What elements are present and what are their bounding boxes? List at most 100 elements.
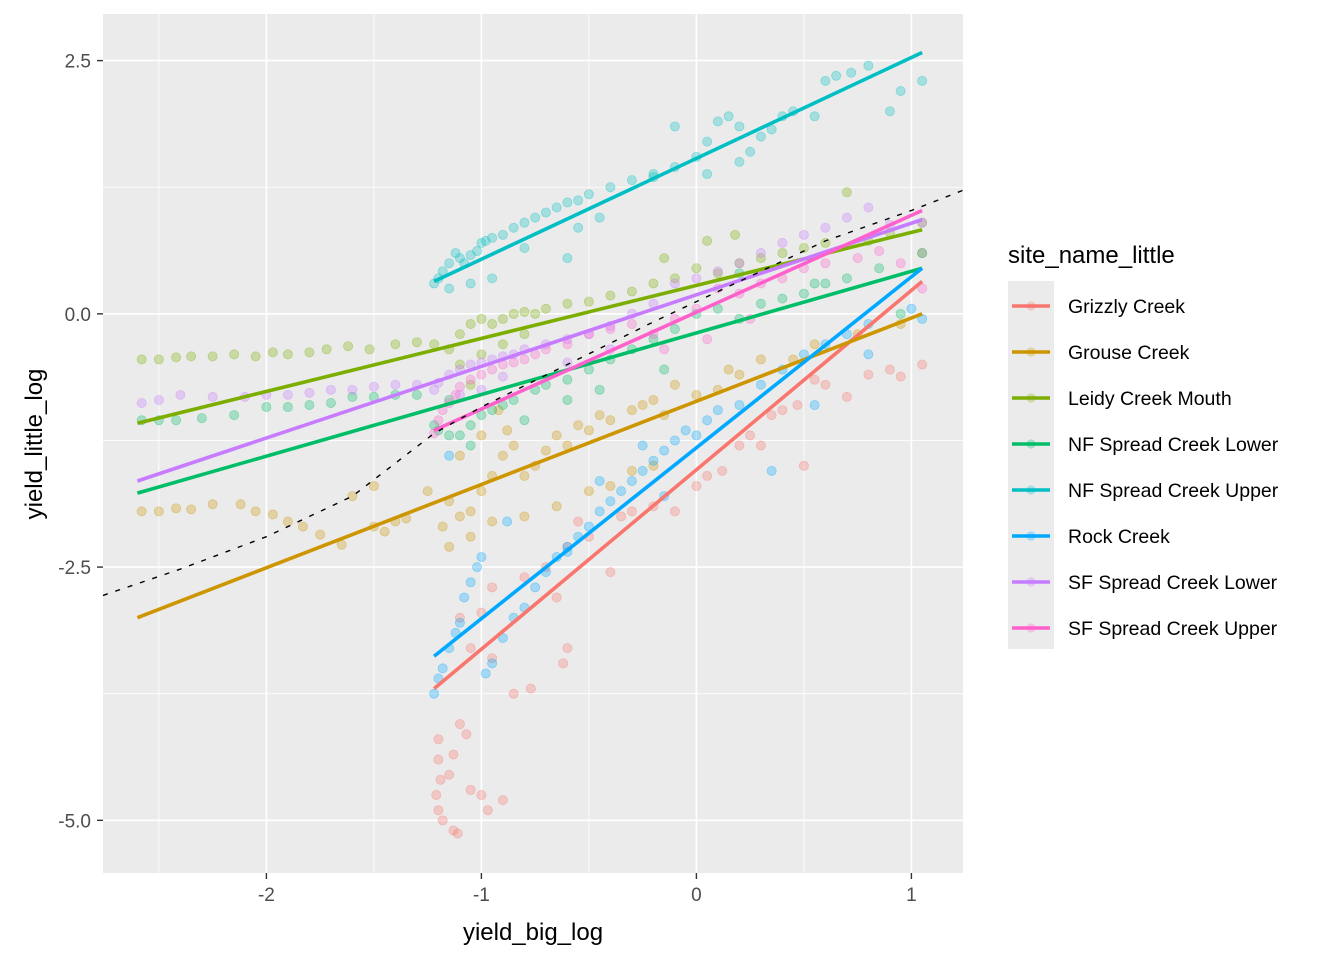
legend-key-background — [1008, 281, 1054, 649]
data-point — [390, 379, 401, 390]
data-point — [755, 379, 766, 390]
data-point — [454, 359, 465, 370]
data-point — [558, 658, 569, 669]
data-point — [573, 222, 584, 233]
data-point — [304, 400, 315, 411]
data-point — [282, 389, 293, 400]
data-point — [562, 394, 573, 405]
data-point — [422, 486, 433, 497]
data-point — [250, 506, 261, 517]
data-point — [712, 116, 723, 127]
data-point — [730, 229, 741, 240]
data-point — [809, 339, 820, 350]
legend-item: NF Spread Creek Lower — [1012, 434, 1279, 456]
data-point — [454, 450, 465, 461]
data-point — [755, 440, 766, 451]
legend-key-point — [1026, 301, 1036, 311]
data-point — [841, 187, 852, 198]
legend-item: Grouse Creek — [1012, 342, 1190, 364]
legend-key-point — [1026, 623, 1036, 633]
data-point — [465, 784, 476, 795]
data-point — [573, 420, 584, 431]
data-point — [669, 506, 680, 517]
fit-line — [432, 266, 924, 658]
data-point — [792, 400, 803, 411]
data-point — [562, 643, 573, 654]
data-point — [476, 790, 487, 801]
data-point — [605, 567, 616, 578]
data-point — [917, 359, 928, 370]
fit-line — [433, 208, 923, 432]
data-point — [669, 435, 680, 446]
y-tick-label: -2.5 — [58, 558, 91, 579]
plot-panel — [103, 14, 963, 873]
data-point — [723, 364, 734, 375]
data-point — [702, 334, 713, 345]
reference-smooth-line — [102, 189, 964, 597]
data-point — [540, 445, 551, 456]
data-point — [691, 273, 702, 284]
data-point — [465, 379, 476, 390]
data-point — [573, 195, 584, 206]
data-point — [196, 413, 207, 424]
data-point — [702, 136, 713, 147]
data-point — [637, 465, 648, 476]
data-point — [745, 146, 756, 157]
data-point — [497, 313, 508, 324]
data-point — [250, 351, 261, 362]
data-point — [411, 337, 422, 348]
data-point — [917, 283, 928, 294]
data-point — [669, 121, 680, 132]
data-point — [476, 369, 487, 380]
data-point — [480, 668, 491, 679]
legend-item: Rock Creek — [1012, 526, 1170, 548]
data-point — [820, 222, 831, 233]
data-point — [605, 182, 616, 193]
data-point — [562, 357, 573, 368]
data-point — [487, 364, 498, 375]
data-point — [519, 415, 530, 426]
data-point — [626, 405, 637, 416]
data-point — [433, 805, 444, 816]
data-point — [648, 455, 659, 466]
legend-key-point — [1026, 393, 1036, 403]
data-point — [702, 169, 713, 180]
legend-item: SF Spread Creek Lower — [1012, 572, 1278, 594]
data-point — [846, 67, 857, 78]
y-tick-label: 2.5 — [65, 52, 91, 73]
data-point — [497, 371, 508, 382]
data-point — [917, 75, 928, 86]
data-point — [347, 491, 358, 502]
y-axis-title: yield_little_log — [21, 369, 48, 520]
data-point — [530, 212, 541, 223]
data-point — [809, 278, 820, 289]
y-tick-label: -5.0 — [58, 811, 91, 832]
data-point — [648, 278, 659, 289]
data-point — [482, 805, 493, 816]
data-point — [755, 131, 766, 142]
legend-item: Grizzly Creek — [1012, 296, 1185, 318]
series-points — [429, 303, 928, 699]
data-point — [450, 248, 461, 259]
data-point — [465, 420, 476, 431]
data-point — [450, 389, 461, 400]
data-point — [433, 754, 444, 765]
data-point — [519, 329, 530, 340]
data-point — [437, 815, 448, 826]
data-point — [820, 237, 831, 248]
data-point — [616, 486, 627, 497]
data-point — [465, 440, 476, 451]
data-point — [605, 290, 616, 301]
data-point — [852, 253, 863, 264]
data-point — [712, 405, 723, 416]
data-point — [809, 111, 820, 122]
data-point — [390, 339, 401, 350]
data-point — [487, 653, 498, 664]
data-point — [502, 516, 513, 527]
data-point — [702, 235, 713, 246]
data-point — [508, 222, 519, 233]
data-point — [519, 217, 530, 228]
data-point — [712, 266, 723, 277]
data-point — [551, 501, 562, 512]
data-point — [734, 121, 745, 132]
